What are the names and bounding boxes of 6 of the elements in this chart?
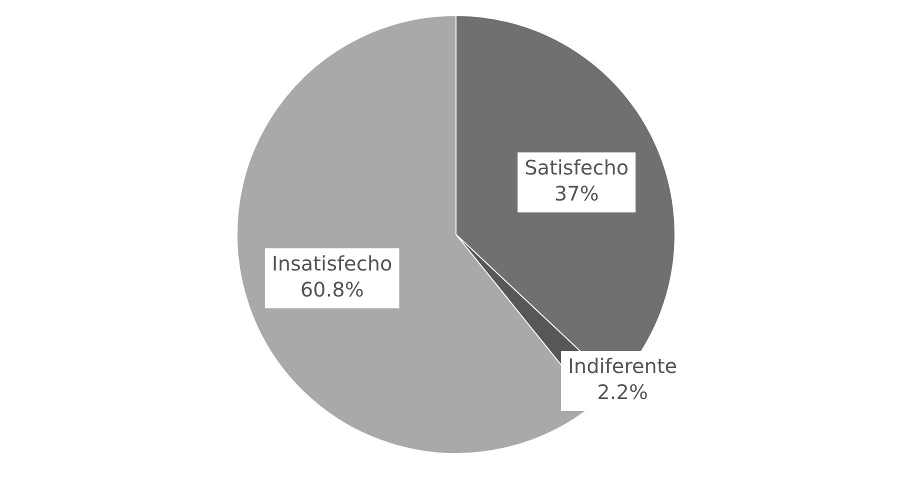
data-label: 60.8%: [300, 277, 364, 302]
slice-label: Satisfecho: [524, 156, 629, 180]
data-label: 2.2%: [597, 380, 648, 404]
slice-label: Insatisfecho: [272, 251, 392, 276]
slice-label: Indiferente: [568, 354, 678, 378]
data-label: 37%: [554, 182, 599, 206]
